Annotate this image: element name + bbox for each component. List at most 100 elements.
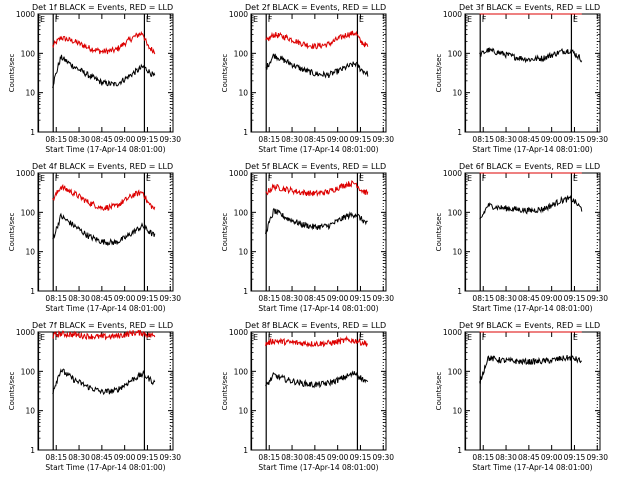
marker-label: E bbox=[573, 15, 578, 24]
x-tick-label: 09:30 bbox=[159, 294, 181, 303]
chart-title: Det 1f BLACK = Events, RED = LLD bbox=[32, 3, 173, 12]
marker-label: E bbox=[146, 333, 151, 342]
x-tick-label: 09:00 bbox=[541, 453, 563, 462]
chart-title: Det 6f BLACK = Events, RED = LLD bbox=[459, 162, 600, 171]
events-series-line bbox=[479, 354, 582, 385]
y-axis-label: Counts/sec bbox=[221, 54, 229, 93]
x-tick-label: 09:15 bbox=[350, 135, 372, 144]
x-tick-label: 08:30 bbox=[68, 294, 90, 303]
marker-label: E bbox=[359, 174, 364, 183]
y-axis-label: Counts/sec bbox=[221, 372, 229, 411]
x-tick-label: 08:30 bbox=[281, 294, 303, 303]
events-series-line bbox=[52, 212, 156, 247]
y-tick-label: 100 bbox=[234, 49, 249, 58]
chart-title: Det 9f BLACK = Events, RED = LLD bbox=[459, 321, 600, 330]
x-tick-label: 08:15 bbox=[472, 135, 494, 144]
marker-label: E bbox=[467, 15, 472, 24]
x-axis-label: Start Time (17-Apr-14 08:01:00) bbox=[472, 304, 592, 313]
lld-series-line bbox=[265, 335, 369, 348]
marker-label: F bbox=[482, 333, 487, 342]
x-tick-label: 08:15 bbox=[45, 135, 67, 144]
marker-label: E bbox=[40, 333, 45, 342]
x-tick-label: 09:15 bbox=[564, 453, 586, 462]
marker-label: F bbox=[55, 15, 60, 24]
marker-label: F bbox=[482, 174, 487, 183]
x-tick-label: 08:15 bbox=[258, 294, 280, 303]
events-series-line bbox=[265, 53, 369, 79]
x-tick-label: 08:45 bbox=[304, 294, 326, 303]
x-tick-label: 08:45 bbox=[518, 135, 540, 144]
x-axis-label: Start Time (17-Apr-14 08:01:00) bbox=[45, 145, 165, 154]
y-tick-label: 1 bbox=[457, 287, 462, 296]
marker-label: F bbox=[268, 15, 273, 24]
y-tick-label: 10 bbox=[238, 248, 248, 257]
plot-frame bbox=[464, 13, 601, 133]
lld-series-line bbox=[265, 180, 369, 197]
y-tick-label: 1 bbox=[243, 446, 248, 455]
y-tick-label: 10 bbox=[25, 407, 35, 416]
marker-label: E bbox=[146, 174, 151, 183]
y-tick-label: 1 bbox=[243, 128, 248, 137]
x-tick-label: 08:45 bbox=[304, 453, 326, 462]
x-axis-label: Start Time (17-Apr-14 08:01:00) bbox=[258, 463, 378, 472]
y-tick-label: 100 bbox=[21, 367, 36, 376]
x-tick-label: 08:45 bbox=[91, 135, 113, 144]
y-tick-label: 1 bbox=[457, 446, 462, 455]
chart-panel: Det 6f BLACK = Events, RED = LLD 1 10 100 10… bbox=[435, 162, 608, 313]
chart-panel: Det 4f BLACK = Events, RED = LLD 1 10 100 10… bbox=[8, 162, 181, 313]
marker-label: F bbox=[55, 333, 60, 342]
y-tick-label: 1000 bbox=[443, 328, 462, 337]
events-series-line bbox=[479, 46, 583, 64]
x-axis-label: Start Time (17-Apr-14 08:01:00) bbox=[258, 145, 378, 154]
y-tick-label: 100 bbox=[448, 208, 463, 217]
lld-series-line bbox=[52, 30, 156, 55]
marker-label: E bbox=[253, 333, 258, 342]
y-tick-label: 100 bbox=[234, 367, 249, 376]
marker-label: F bbox=[268, 333, 273, 342]
marker-label: E bbox=[146, 15, 151, 24]
y-tick-label: 10 bbox=[25, 89, 35, 98]
y-tick-label: 1000 bbox=[229, 169, 248, 178]
y-tick-label: 1000 bbox=[229, 328, 248, 337]
y-tick-label: 1 bbox=[30, 446, 35, 455]
x-axis-label: Start Time (17-Apr-14 08:01:00) bbox=[472, 463, 592, 472]
x-axis-label: Start Time (17-Apr-14 08:01:00) bbox=[45, 463, 165, 472]
marker-label: F bbox=[482, 15, 487, 24]
x-tick-label: 09:15 bbox=[350, 294, 372, 303]
events-series-line bbox=[52, 368, 156, 396]
x-tick-label: 09:30 bbox=[586, 294, 608, 303]
marker-label: E bbox=[40, 174, 45, 183]
y-tick-label: 10 bbox=[238, 407, 248, 416]
x-tick-label: 08:30 bbox=[495, 453, 517, 462]
chart-title: Det 7f BLACK = Events, RED = LLD bbox=[32, 321, 173, 330]
x-tick-label: 09:00 bbox=[327, 294, 349, 303]
x-tick-label: 09:00 bbox=[541, 135, 563, 144]
y-tick-label: 10 bbox=[25, 248, 35, 257]
x-tick-label: 08:45 bbox=[518, 453, 540, 462]
events-series-line bbox=[265, 207, 368, 235]
x-axis-label: Start Time (17-Apr-14 08:01:00) bbox=[45, 304, 165, 313]
x-tick-label: 09:15 bbox=[350, 453, 372, 462]
chart-panel: Det 2f BLACK = Events, RED = LLD 1 10 100 10… bbox=[221, 3, 394, 154]
y-tick-label: 1 bbox=[30, 128, 35, 137]
y-tick-label: 100 bbox=[234, 208, 249, 217]
y-tick-label: 10 bbox=[238, 89, 248, 98]
x-tick-label: 09:30 bbox=[586, 453, 608, 462]
y-axis-label: Counts/sec bbox=[8, 213, 16, 252]
marker-label: F bbox=[55, 174, 60, 183]
y-tick-label: 1000 bbox=[229, 10, 248, 19]
marker-label: E bbox=[359, 15, 364, 24]
x-axis-label: Start Time (17-Apr-14 08:01:00) bbox=[258, 304, 378, 313]
x-tick-label: 09:30 bbox=[159, 453, 181, 462]
x-tick-label: 08:45 bbox=[518, 294, 540, 303]
marker-label: E bbox=[253, 174, 258, 183]
chart-panel: Det 8f BLACK = Events, RED = LLD 1 10 100 10… bbox=[221, 321, 394, 472]
y-axis-label: Counts/sec bbox=[435, 372, 443, 411]
y-tick-label: 10 bbox=[452, 407, 462, 416]
x-tick-label: 09:30 bbox=[372, 294, 394, 303]
y-axis-label: Counts/sec bbox=[435, 54, 443, 93]
y-axis-label: Counts/sec bbox=[435, 213, 443, 252]
x-tick-label: 09:30 bbox=[586, 135, 608, 144]
chart-panel: Det 7f BLACK = Events, RED = LLD 1 10 100 10… bbox=[8, 321, 181, 472]
